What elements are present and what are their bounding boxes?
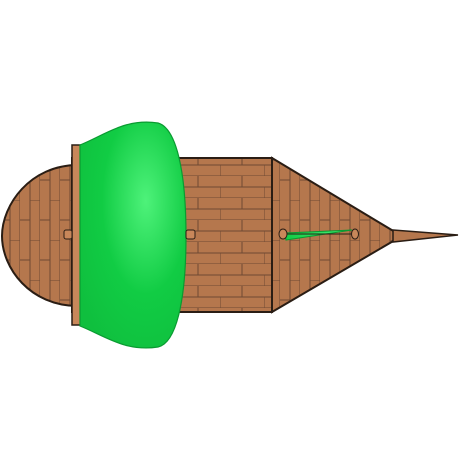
rounded-stern-deck [0, 163, 79, 308]
main-mast-icon[interactable] [185, 229, 196, 240]
fore-mast-icon[interactable] [278, 228, 288, 240]
masts [63, 228, 359, 240]
main-sail[interactable] [79, 121, 187, 349]
bow-mast-icon[interactable] [351, 228, 359, 240]
bowsprit-spar [392, 229, 459, 243]
aft-mast-icon[interactable] [63, 229, 73, 240]
